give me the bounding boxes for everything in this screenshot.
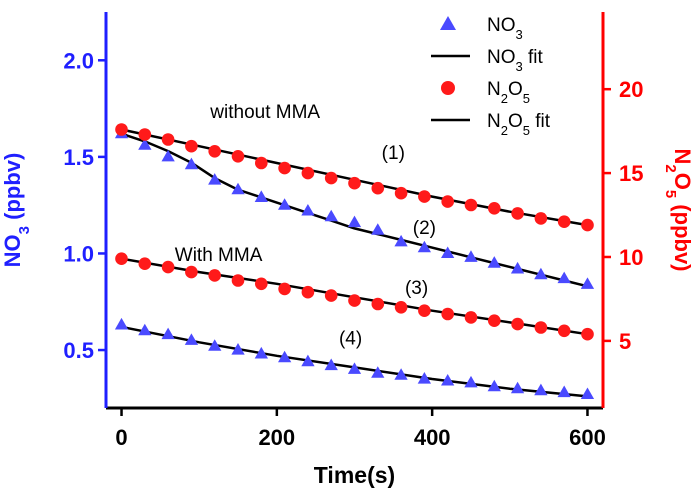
n2o5-point — [558, 215, 571, 228]
right-axis-label: N2O5 (ppbv) — [663, 148, 694, 271]
right-tick-label: 5 — [619, 329, 631, 354]
left-tick-label: 1.5 — [63, 145, 94, 170]
n2o5-point — [348, 177, 361, 190]
n2o5-point — [208, 269, 221, 282]
n2o5-point — [581, 219, 594, 232]
x-tick-label: 200 — [258, 425, 295, 450]
no3-point — [558, 272, 571, 284]
right-tick-label: 15 — [619, 161, 643, 186]
n2o5-point — [558, 325, 571, 338]
no3-point — [301, 204, 314, 216]
n2o5-point — [278, 283, 291, 296]
n2o5-point — [441, 195, 454, 208]
n2o5-point — [185, 266, 198, 279]
no3-point — [581, 388, 594, 400]
legend-label-2: N2O5 — [487, 79, 530, 106]
x-tick-label: 600 — [569, 425, 606, 450]
n2o5-point — [255, 157, 268, 170]
n2o5-point — [511, 318, 524, 331]
left-tick-label: 1.0 — [63, 242, 94, 267]
legend-triangle-marker — [440, 16, 456, 30]
annotation-1: With MMA — [175, 245, 263, 266]
legend-label-1: NO3 fit — [487, 47, 544, 74]
left-tick-label: 0.5 — [63, 338, 94, 363]
n2o5-point — [395, 301, 408, 314]
n2o5-point — [465, 311, 478, 324]
n2o5-point — [511, 207, 524, 220]
legend-label-0: NO3 — [487, 15, 523, 42]
x-axis-label: Time(s) — [314, 462, 395, 488]
n2o5-point — [348, 294, 361, 307]
left-axis-label: NO3 (ppbv) — [0, 153, 33, 268]
no3-point — [511, 382, 524, 394]
no3-point — [534, 384, 547, 396]
annotation-0: without MMA — [209, 102, 320, 123]
n2o5-point — [278, 162, 291, 175]
n2o5-point — [418, 190, 431, 203]
n2o5-point — [115, 252, 128, 265]
n2o5-point — [581, 328, 594, 341]
x-tick-label: 0 — [115, 425, 127, 450]
legend-label-3: N2O5 fit — [487, 111, 551, 138]
no3-point — [162, 150, 175, 162]
n2o5-point — [162, 133, 175, 146]
n2o5-point — [535, 212, 548, 225]
right-tick-label: 20 — [619, 77, 643, 102]
n2o5-point — [395, 187, 408, 200]
n2o5-point — [372, 298, 385, 311]
no3-point — [162, 328, 175, 340]
no3-point — [115, 318, 128, 330]
n2o5-point — [232, 274, 245, 287]
no3-point — [464, 376, 477, 388]
n2o5-point — [372, 182, 385, 195]
n2o5-point — [115, 123, 128, 136]
annotation-5: (4) — [339, 328, 362, 349]
no3-point — [558, 386, 571, 398]
axes-layer: 0 200 400 600 0.5 1.0 1.5 2.0 5 10 15 20 — [63, 12, 643, 450]
x-tick-label: 400 — [414, 425, 451, 450]
no3-point — [581, 277, 594, 289]
no3-point — [325, 210, 338, 222]
legend-circle-marker — [441, 81, 455, 95]
n2o5-point — [302, 167, 315, 180]
right-tick-label: 10 — [619, 245, 643, 270]
no3-point — [348, 216, 361, 228]
annotation-2: (1) — [382, 143, 405, 164]
n2o5-point — [255, 278, 268, 291]
left-tick-label: 2.0 — [63, 48, 94, 73]
n2o5-point — [302, 286, 315, 299]
annotation-3: (2) — [413, 218, 436, 239]
n2o5-point — [325, 289, 338, 302]
n2o5-point — [418, 304, 431, 317]
legend-layer: NO3 NO3 fit N2O5 N2O5 fit — [431, 15, 551, 138]
n2o5-point — [488, 314, 501, 327]
n2o5-point — [325, 172, 338, 185]
n2o5-point — [441, 308, 454, 321]
n2o5-point — [232, 150, 245, 163]
annotation-4: (3) — [405, 278, 428, 299]
n2o5-point — [185, 140, 198, 153]
n2o5-point — [208, 145, 221, 158]
n2o5-point — [139, 257, 152, 270]
no3-point — [371, 223, 384, 235]
n2o5-point — [465, 199, 478, 212]
n2o5-point — [162, 261, 175, 274]
n2o5-point — [488, 202, 501, 215]
n2o5-point — [139, 128, 152, 141]
n2o5-point — [535, 321, 548, 334]
